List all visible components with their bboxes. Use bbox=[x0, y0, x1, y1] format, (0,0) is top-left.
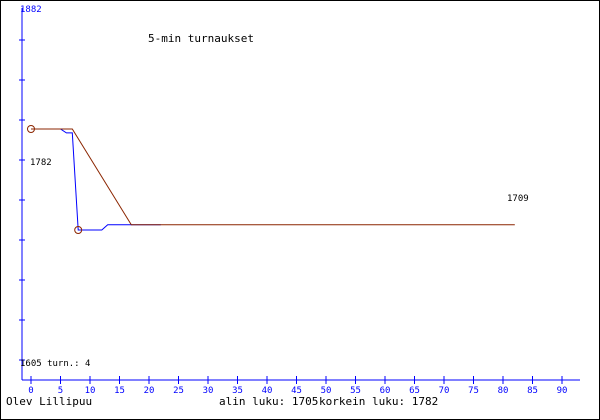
highest-rating: korkein luku: 1782 bbox=[319, 395, 438, 408]
series-line-1 bbox=[31, 128, 161, 231]
chart-title: 5-min turnaukset bbox=[148, 32, 254, 45]
series-line-2 bbox=[31, 128, 515, 226]
annotation-end-value: 1709 bbox=[507, 194, 529, 204]
markers-group bbox=[27, 125, 83, 234]
x-tick-label: 70 bbox=[439, 386, 450, 396]
x-tick-label: 30 bbox=[203, 386, 214, 396]
x-tick-label: 40 bbox=[262, 386, 273, 396]
x-tick-label: 20 bbox=[144, 386, 155, 396]
axes: 0 5 10 15 20 25 30 35 40 45 50 55 60 65 70 75 80 85 90 bbox=[19, 8, 580, 396]
x-tick-label: 85 bbox=[527, 386, 538, 396]
x-tick-label: 0 bbox=[28, 386, 33, 396]
series-group bbox=[31, 128, 515, 231]
y-axis-bottom-label: 1605 turn.: 4 bbox=[20, 359, 90, 369]
x-tick-label: 80 bbox=[498, 386, 509, 396]
x-tick-label: 65 bbox=[409, 386, 420, 396]
point-marker bbox=[74, 226, 83, 234]
x-tick-label: 10 bbox=[85, 386, 96, 396]
y-axis-top-label: 1882 bbox=[20, 5, 42, 15]
x-tick-label: 15 bbox=[114, 386, 125, 396]
point-marker bbox=[27, 125, 35, 133]
x-tick-label: 60 bbox=[380, 386, 391, 396]
x-tick-label: 75 bbox=[468, 386, 479, 396]
x-tick-label: 45 bbox=[291, 386, 302, 396]
lowest-rating: alin luku: 1705 bbox=[219, 395, 318, 408]
x-tick-label: 5 bbox=[58, 386, 63, 396]
x-tick-label: 25 bbox=[173, 386, 184, 396]
x-tick-label: 55 bbox=[350, 386, 361, 396]
annotation-start-value: 1782 bbox=[30, 158, 52, 168]
player-name: Olev Lillipuu bbox=[6, 395, 92, 408]
x-tick-label: 35 bbox=[232, 386, 243, 396]
x-tick-label: 50 bbox=[321, 386, 332, 396]
x-tick-label: 90 bbox=[557, 386, 568, 396]
